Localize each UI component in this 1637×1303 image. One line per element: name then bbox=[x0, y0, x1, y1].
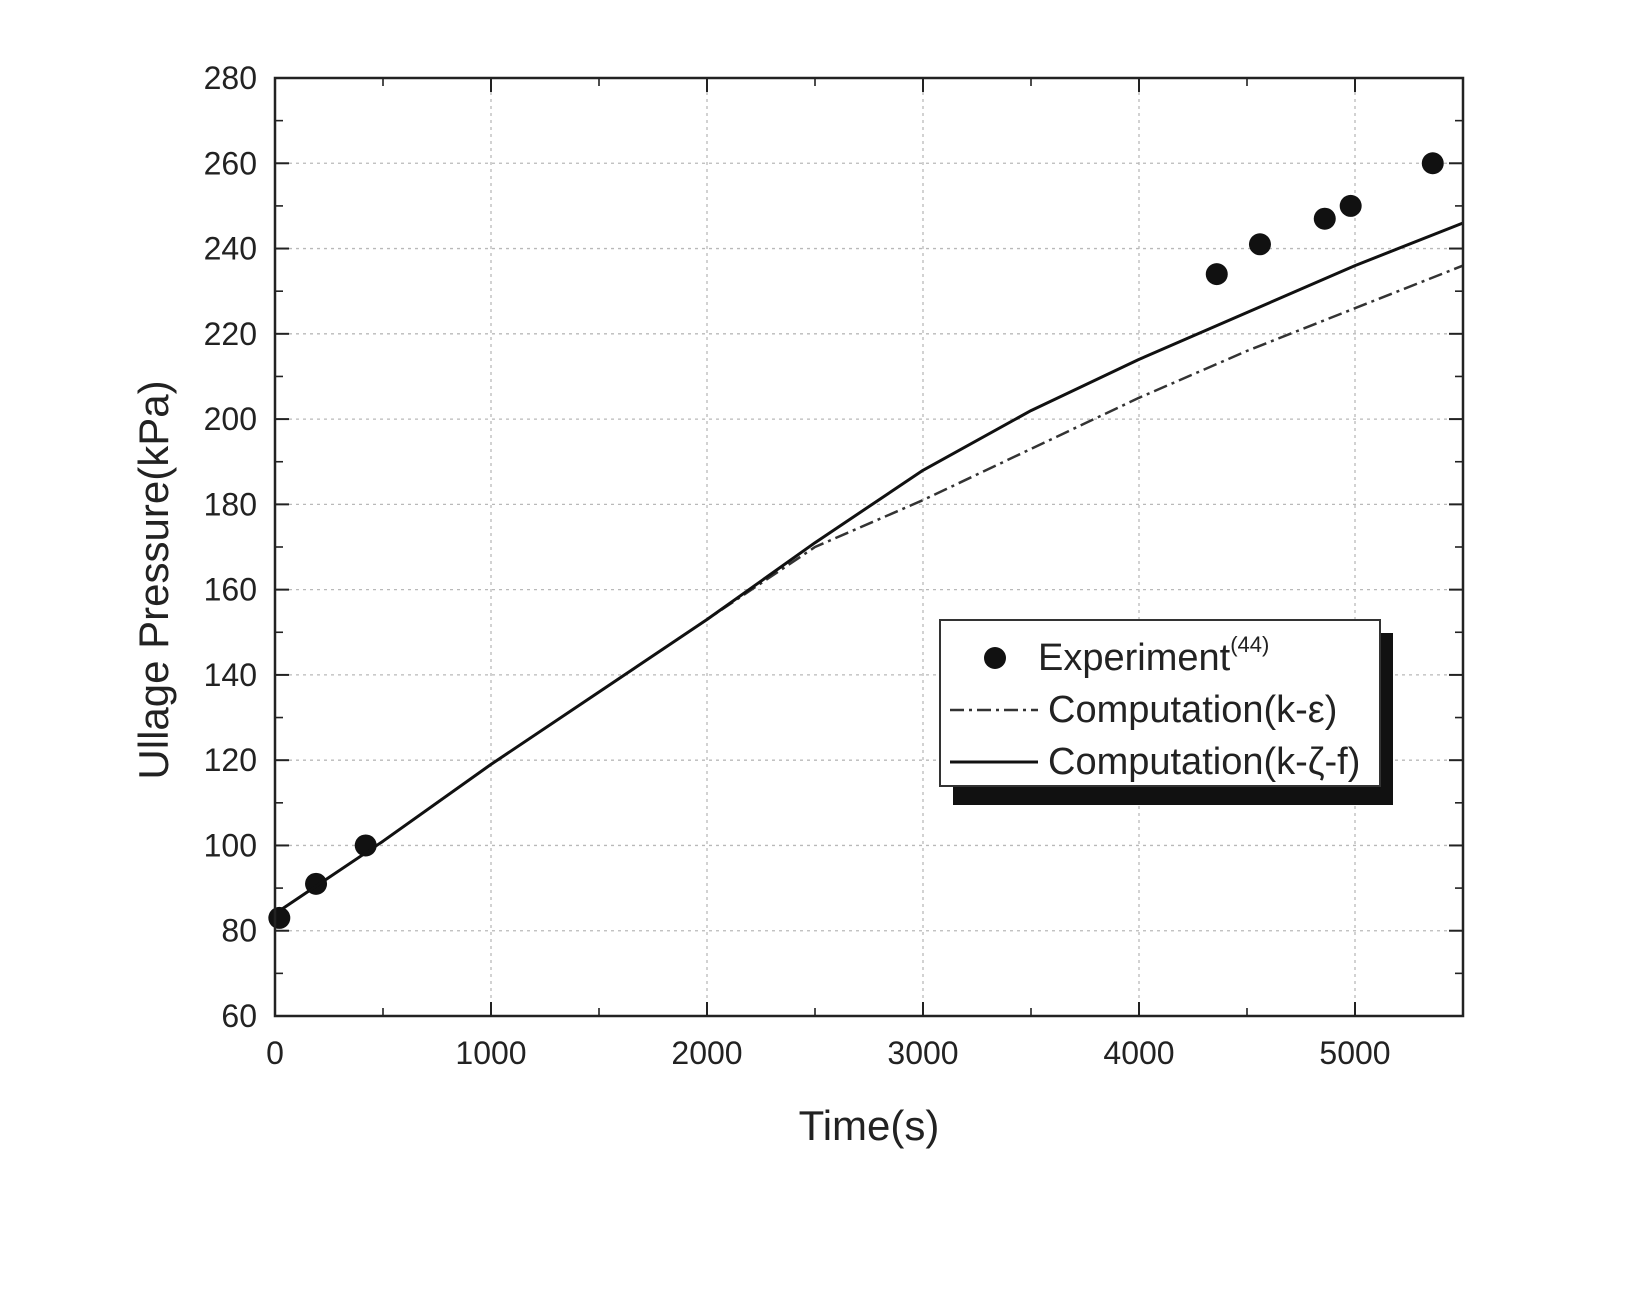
y-tick-label: 120 bbox=[204, 742, 257, 778]
x-tick-label: 4000 bbox=[1103, 1035, 1174, 1071]
x-tick-label: 3000 bbox=[887, 1035, 958, 1071]
y-tick-label: 220 bbox=[204, 316, 257, 352]
y-axis-title: Ullage Pressure(kPa) bbox=[130, 380, 177, 779]
series-line-k-zeta-f bbox=[274, 221, 1464, 915]
legend-marker-experiment bbox=[984, 647, 1006, 669]
experiment-point bbox=[1248, 233, 1271, 256]
y-tick-label: 140 bbox=[204, 657, 257, 693]
legend-box bbox=[939, 619, 1381, 787]
x-tick-label: 0 bbox=[266, 1035, 284, 1071]
legend-label-experiment-superscript: (44) bbox=[1230, 632, 1269, 657]
experiment-point bbox=[1421, 152, 1444, 175]
x-axis-title: Time(s) bbox=[799, 1102, 940, 1149]
y-tick-label: 280 bbox=[204, 60, 257, 96]
y-tick-label: 200 bbox=[204, 401, 257, 437]
grid-layer bbox=[275, 78, 1463, 1016]
y-tick-label: 160 bbox=[204, 572, 257, 608]
y-tick-label: 260 bbox=[204, 145, 257, 181]
experiment-point bbox=[354, 834, 377, 857]
legend-label-experiment: Experiment(44) bbox=[1038, 632, 1269, 679]
experiment-point bbox=[1339, 194, 1362, 217]
y-tick-label: 180 bbox=[204, 486, 257, 522]
experiment-point bbox=[1313, 207, 1336, 230]
legend: Experiment(44) Computation(k-ε) Computat… bbox=[939, 619, 1393, 805]
y-tick-label: 60 bbox=[221, 998, 257, 1034]
tick-layer: 0 1000 2000 3000 4000 5000 60 80 100 120 140 160 180… bbox=[204, 60, 1463, 1071]
x-tick-label: 2000 bbox=[671, 1035, 742, 1071]
legend-label-experiment-name: Experiment bbox=[1038, 637, 1231, 679]
x-tick-label: 1000 bbox=[455, 1035, 526, 1071]
y-tick-label: 100 bbox=[204, 827, 257, 863]
y-tick-label: 80 bbox=[221, 913, 257, 949]
experiment-point bbox=[1205, 263, 1228, 286]
y-tick-label: 240 bbox=[204, 231, 257, 267]
minor-tick-layer bbox=[275, 78, 1463, 1016]
x-tick-label: 5000 bbox=[1319, 1035, 1390, 1071]
plot-frame bbox=[273, 76, 1465, 1018]
series-line-k-epsilon bbox=[274, 264, 1464, 915]
legend-label-k-zeta-f: Computation(k-ζ-f) bbox=[1048, 741, 1360, 783]
series-layer bbox=[268, 152, 1464, 929]
legend-label-k-epsilon: Computation(k-ε) bbox=[1048, 689, 1337, 731]
